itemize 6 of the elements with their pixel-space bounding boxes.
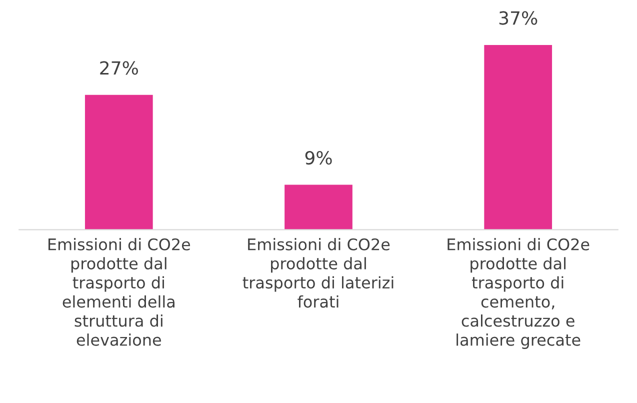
x-tick-label: Emissioni di CO2e prodotte dal trasporto di laterizi forati [242, 238, 394, 308]
x-tick-label: Emissioni di CO2e prodotte dal trasporto di cemento, calcestruzzo e lamiere grecate [448, 238, 590, 349]
data-label: 9% [305, 150, 332, 165]
x-tick-label: Emissioni di CO2e prodotte dal trasporto di elementi della struttura di elevazione [48, 238, 190, 346]
data-label: 27% [100, 61, 138, 75]
data-label: 37% [499, 11, 538, 25]
